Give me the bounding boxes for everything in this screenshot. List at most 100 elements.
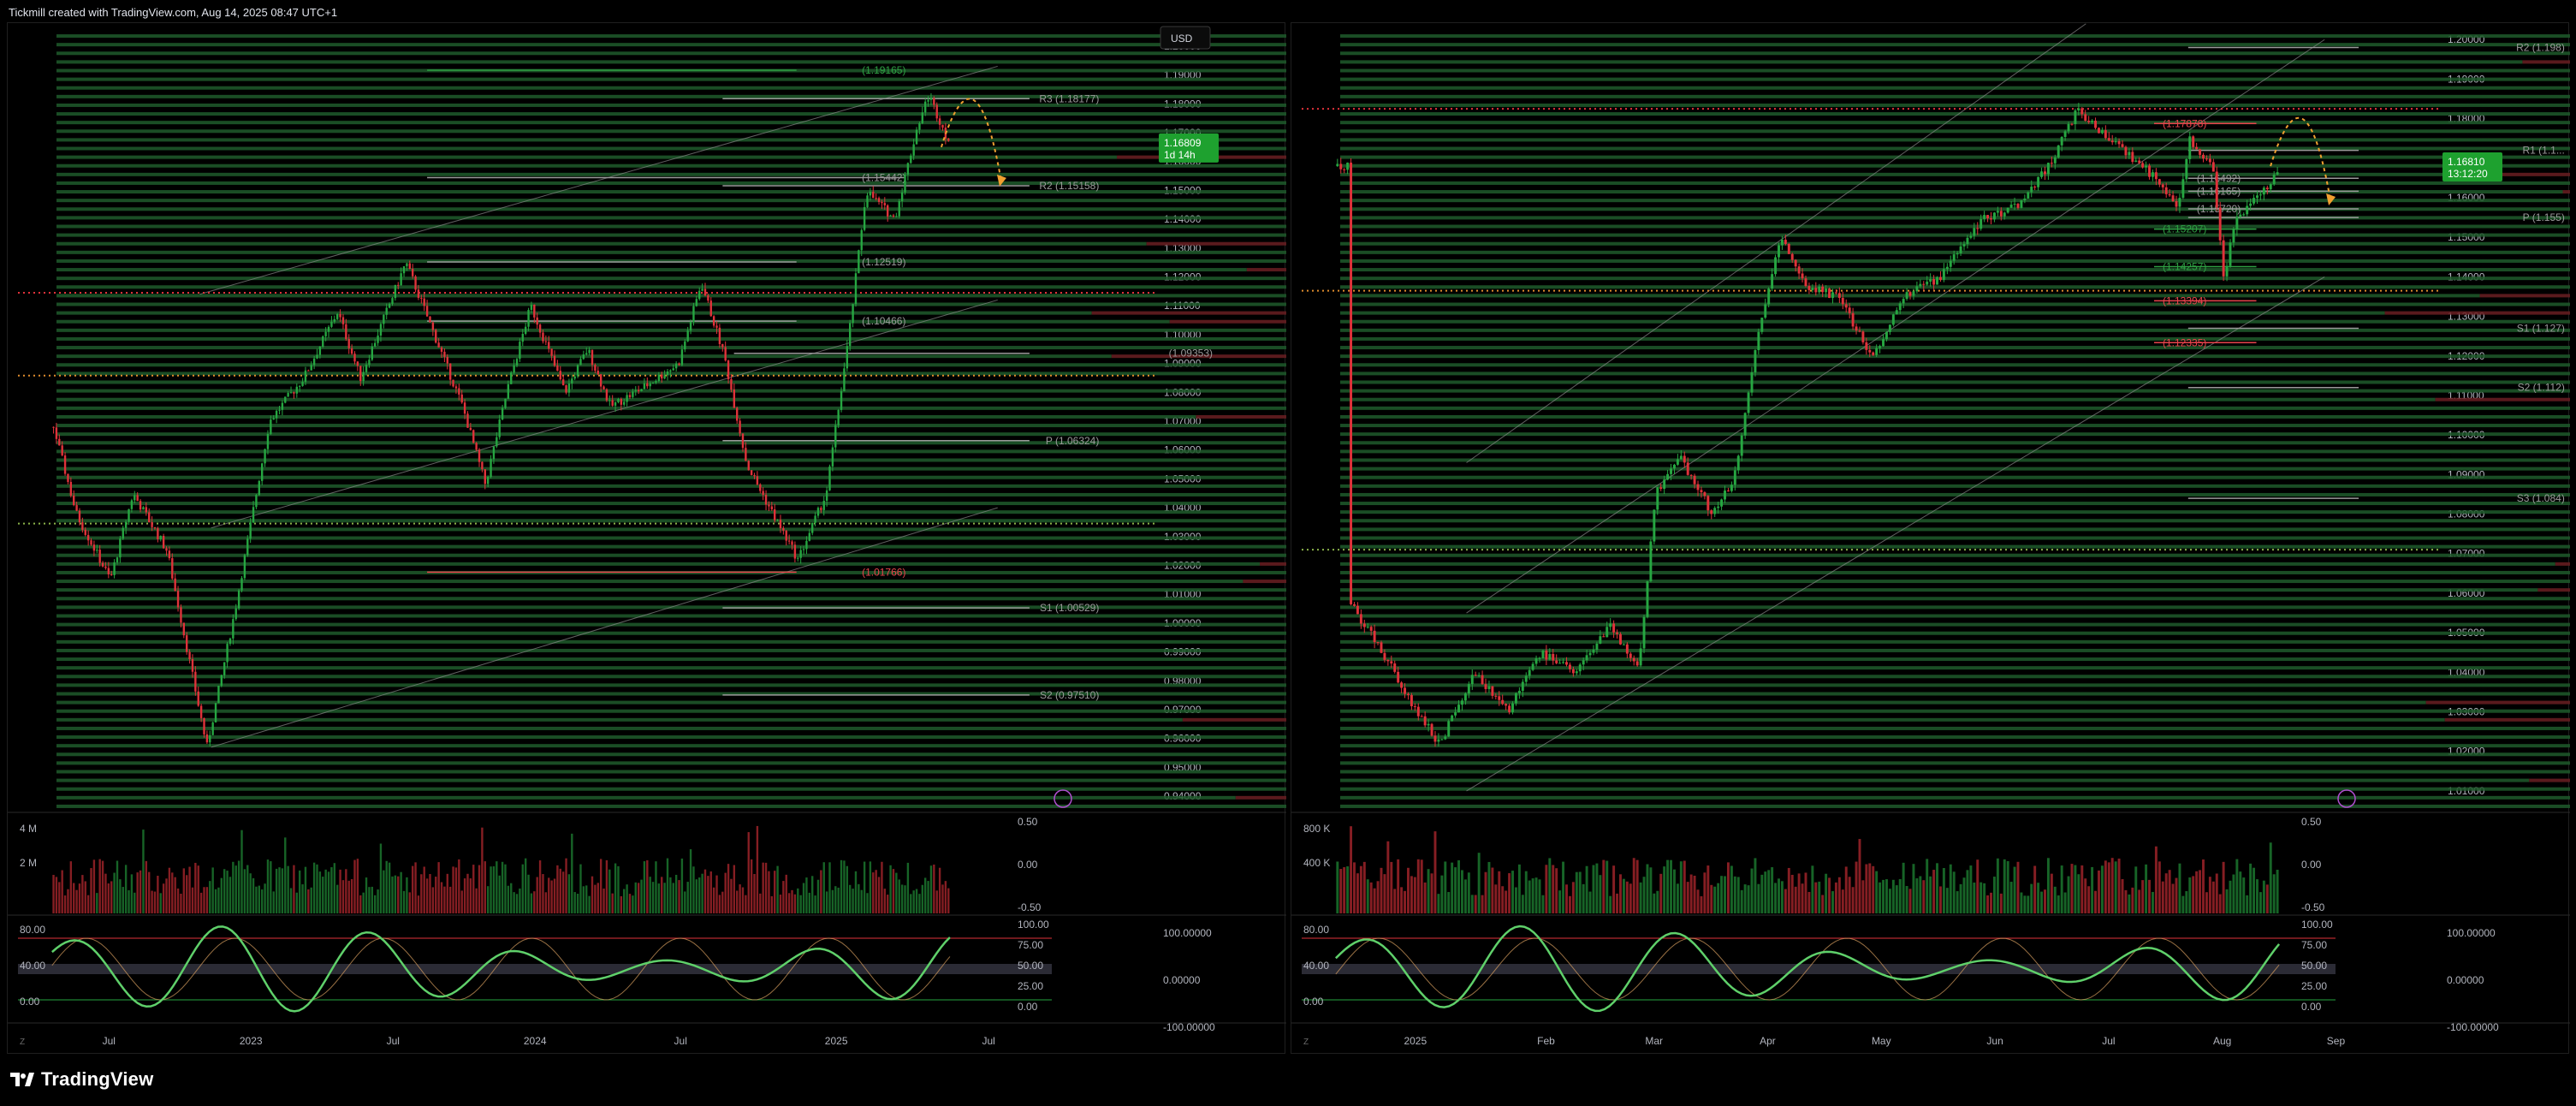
chart-panel-left[interactable]: 1.200001.190001.180001.170001.160001.150… [7, 22, 1286, 1054]
osc-right-tick-label: 100.00 [1018, 919, 1049, 931]
volume-bar [116, 860, 119, 913]
volume-profile-bar-up [56, 259, 1286, 263]
candle-body [73, 495, 75, 506]
volume-bar [1538, 879, 1541, 913]
volume-bar [849, 884, 852, 913]
candle-body [1390, 661, 1393, 664]
volume-bar [2272, 874, 2276, 913]
volume-bar [680, 858, 684, 913]
volume-bar [1390, 861, 1393, 913]
volume-bar [1736, 877, 1740, 913]
candle-body [264, 449, 266, 464]
candle-body [787, 540, 791, 542]
candle-body [2222, 240, 2225, 276]
volume-bar [1359, 865, 1362, 913]
chart-panel-right[interactable]: 1.200001.190001.180001.170001.160001.150… [1291, 22, 2570, 1054]
candle-body [1521, 681, 1524, 691]
volume-bar [264, 883, 266, 913]
volume-bar [63, 895, 67, 913]
level-label: S1 (1.127) [2517, 322, 2565, 334]
candle-body [104, 566, 107, 568]
volume-bar [626, 884, 628, 913]
volume-bar [918, 894, 921, 913]
volume-profile-bar-up [56, 778, 1286, 782]
candle-body [2195, 146, 2199, 150]
volume-profile-bar-up [1340, 536, 2570, 540]
candle-body [542, 332, 544, 342]
trend-channel-line [1466, 276, 2325, 792]
candle-body [550, 348, 553, 356]
candle-body [63, 455, 67, 474]
candle-body [1457, 705, 1460, 713]
candle-body [153, 526, 157, 529]
candle-body [561, 379, 565, 386]
volume-bar [199, 892, 203, 913]
volume-bar [521, 864, 524, 913]
candle-body [530, 304, 533, 311]
candle-body [1350, 162, 1353, 604]
volume-bar [515, 894, 519, 913]
candle-body [1380, 642, 1383, 653]
volume-profile-bar-up [56, 199, 1286, 203]
tradingview-logo[interactable]: TradingView [10, 1068, 153, 1091]
volume-bar [67, 889, 69, 913]
x-tick-label: Jun [1986, 1035, 2003, 1047]
volume-bar [1747, 885, 1750, 913]
volume-bar [733, 865, 736, 913]
volume-profile-bar-up [1340, 475, 2570, 479]
candle-body [58, 438, 61, 446]
volume-bar [2161, 881, 2164, 913]
volume-bar [881, 861, 883, 913]
candle-body [1703, 492, 1706, 497]
volume-bar [2171, 883, 2175, 913]
volume-bar [1353, 862, 1356, 913]
candle-body [831, 447, 834, 467]
volume-bar [1555, 868, 1558, 913]
currency-button[interactable] [1160, 26, 1211, 50]
volume-profile-bar-up [1340, 43, 2570, 47]
candle-body [2131, 152, 2134, 163]
volume-bar [579, 864, 582, 913]
candle-body [460, 394, 463, 403]
volume-bar [1619, 874, 1622, 913]
candle-body [368, 360, 371, 366]
candle-body [846, 346, 849, 369]
volume-profile-bar-up [56, 380, 1286, 384]
volume-bar [883, 889, 887, 913]
last-price-badge [2442, 152, 2502, 182]
volume-bar [797, 888, 799, 913]
level-label: S3 (1.084) [2517, 492, 2565, 504]
candle-body [651, 382, 655, 384]
candle-body [504, 398, 507, 408]
osc-right-tick-label: 25.00 [2301, 980, 2327, 992]
x-tick-label: Apr [1760, 1035, 1776, 1047]
volume-bar [927, 881, 929, 913]
volume-profile-bar-up [1340, 458, 2570, 462]
volume-bar [1595, 863, 1599, 913]
level-label: (1.16492) [2197, 172, 2241, 184]
x-tick-label: Jul [103, 1035, 116, 1047]
candle-body [1818, 286, 1821, 293]
volume-bar [834, 886, 837, 913]
volume-profile-bar-up [1340, 241, 2570, 246]
volume-bar [530, 893, 533, 913]
volume-bar [1501, 886, 1505, 913]
volume-scale-label: 0.00 [1018, 859, 1038, 871]
volume-bar [846, 865, 849, 913]
osc-tick-label: 80.00 [1303, 924, 1329, 936]
volume-bar [2084, 878, 2087, 913]
candle-body [762, 491, 764, 496]
candle-body [1642, 616, 1646, 649]
volume-bar [2003, 859, 2006, 913]
volume-bar [2265, 884, 2269, 913]
candle-body [774, 509, 776, 520]
volume-profile-bar-up [1340, 190, 2563, 194]
candle-body [559, 371, 561, 380]
candle-body [1774, 257, 1778, 275]
volume-bar [1885, 879, 1888, 913]
volume-bar [504, 864, 507, 913]
volume-bar [1717, 883, 1720, 913]
candle-body [437, 342, 440, 348]
candle-body [1595, 643, 1599, 650]
volume-bar [194, 862, 197, 913]
